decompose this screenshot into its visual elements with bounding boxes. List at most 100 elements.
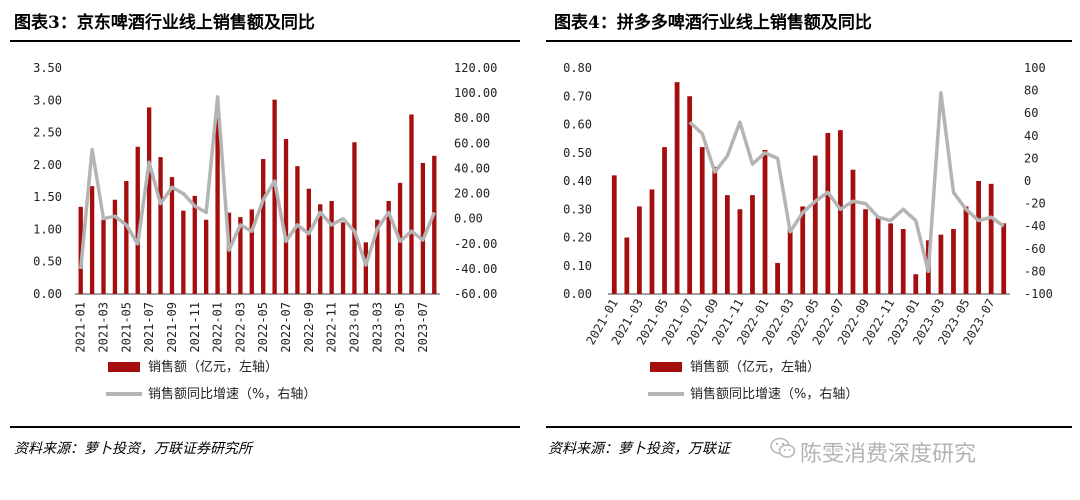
y-right-tick-label: 0 (1024, 174, 1031, 188)
bar (283, 139, 289, 294)
y-right-tick-label: 20.00 (454, 187, 490, 201)
y-left-tick-label: 3.50 (33, 61, 62, 75)
series-line (78, 95, 436, 270)
bar (158, 157, 163, 294)
bar (89, 186, 95, 294)
bar (192, 195, 197, 294)
y-left-tick-label: 0.30 (563, 202, 592, 216)
bar (78, 206, 83, 294)
x-tick-label: 2021-07 (142, 302, 156, 353)
bar (737, 209, 743, 294)
bar (352, 142, 357, 294)
bar (306, 188, 311, 294)
source-note: 资料来源：萝卜投资，万联证券研究所 (14, 441, 252, 457)
y-left-tick-label: 0.80 (563, 61, 592, 75)
bar (687, 96, 693, 294)
y-right-tick-label: -80 (1024, 264, 1046, 278)
bar (951, 229, 956, 294)
bar (238, 217, 243, 294)
y-right-tick-label: 0.00 (454, 212, 483, 226)
x-tick-label: 2021-09 (165, 302, 179, 353)
bar (318, 204, 323, 294)
bar (432, 155, 437, 294)
bar (787, 229, 793, 294)
x-tick-label: 2021-05 (119, 302, 133, 353)
bar (838, 130, 843, 294)
x-tick-label: 2021-03 (97, 302, 111, 353)
wechat-icon (770, 437, 796, 458)
bar (976, 181, 981, 294)
bar (699, 147, 705, 294)
x-tick-label: 2022-09 (302, 302, 316, 353)
bar (611, 175, 617, 294)
y-right-tick-label: -100 (1024, 287, 1053, 301)
x-tick-label: 2022-07 (279, 302, 293, 353)
bar (135, 146, 140, 294)
legend-label: 销售额（亿元，左轴） (690, 359, 820, 375)
bar (1001, 223, 1007, 294)
legend-label: 销售额同比增速（%，右轴） (148, 386, 316, 402)
x-tick-label: 2021-11 (188, 302, 202, 353)
bar (712, 166, 718, 294)
title-rule (10, 40, 520, 42)
watermark: 陈雯消费深度研究 (800, 442, 977, 467)
y-left-tick-label: 1.50 (33, 190, 62, 204)
y-left-tick-label: 2.50 (33, 126, 62, 140)
y-right-tick-label: 60 (1024, 106, 1038, 120)
y-right-tick-label: -20 (1024, 197, 1046, 211)
bar (762, 149, 768, 294)
bar (863, 209, 868, 294)
y-right-tick-label: -60 (1024, 242, 1046, 256)
x-tick-label: 2022-01 (211, 302, 225, 353)
bar (812, 155, 818, 294)
legend-label: 销售额同比增速（%，右轴） (690, 386, 858, 402)
y-right-tick-label: 60.00 (454, 136, 490, 150)
y-right-tick-label: 100 (1024, 61, 1046, 75)
y-right-tick-label: -40.00 (454, 262, 497, 276)
y-left-tick-label: 0.50 (563, 146, 592, 160)
y-right-tick-label: 40 (1024, 129, 1038, 143)
bar (875, 217, 881, 294)
bar (888, 223, 894, 294)
pdd-chart: 0.00 0.10 0.20 0.30 0.40 0.50 0.60 0.70 0.80 -100… (563, 61, 1053, 402)
chart-panel-jd: 图表3：京东啤酒行业线上销售额及同比 0.00 0.50 1.00 1.50 2.00 2… (0, 0, 530, 457)
chart-title: 图表3：京东啤酒行业线上销售额及同比 (14, 13, 315, 33)
y-right-tick-label: 120.00 (454, 61, 497, 75)
bar (963, 206, 969, 294)
bar (386, 201, 391, 294)
bar (913, 274, 919, 294)
chart-title: 图表4：拼多多啤酒行业线上销售额及同比 (554, 13, 872, 33)
y-left-tick-label: 0.40 (563, 174, 592, 188)
bar (146, 107, 152, 294)
x-tick-label: 2022-11 (325, 302, 339, 353)
y-right-tick-label: 20 (1024, 151, 1038, 165)
x-tick-label: 2022-05 (256, 302, 270, 353)
bar (800, 206, 806, 294)
bar (674, 82, 680, 294)
y-right-tick-label: -60.00 (454, 287, 497, 301)
y-left-tick-label: 2.00 (33, 158, 62, 172)
bar (112, 199, 118, 294)
bar (825, 132, 831, 294)
y-left-tick-label: 0.00 (33, 287, 62, 301)
legend-label: 销售额（亿元，左轴） (148, 359, 278, 375)
y-left-tick-label: 3.00 (33, 93, 62, 107)
x-tick-label: 2023-05 (393, 302, 407, 353)
x-tick-label: 2023-03 (370, 302, 384, 353)
y-right-tick-label: 80 (1024, 84, 1038, 98)
bar (750, 195, 755, 294)
bar (261, 159, 266, 294)
bar (409, 114, 414, 295)
bar (204, 219, 209, 294)
bar (101, 219, 106, 294)
bar (169, 177, 175, 294)
y-right-tick-label: 80.00 (454, 111, 490, 125)
bar (272, 99, 277, 294)
bar (295, 166, 300, 294)
chart-panel-pdd: 图表4：拼多多啤酒行业线上销售额及同比 0.00 0.10 0.20 0.30 0.40… (540, 0, 1080, 457)
source-rule (546, 426, 1072, 428)
y-right-tick-label: -20.00 (454, 237, 497, 251)
bar (340, 222, 346, 294)
jd-chart: 0.00 0.50 1.00 1.50 2.00 2.50 3.00 3.50 -60.00 -4… (33, 61, 497, 402)
y-left-tick-label: 0.50 (33, 255, 62, 269)
